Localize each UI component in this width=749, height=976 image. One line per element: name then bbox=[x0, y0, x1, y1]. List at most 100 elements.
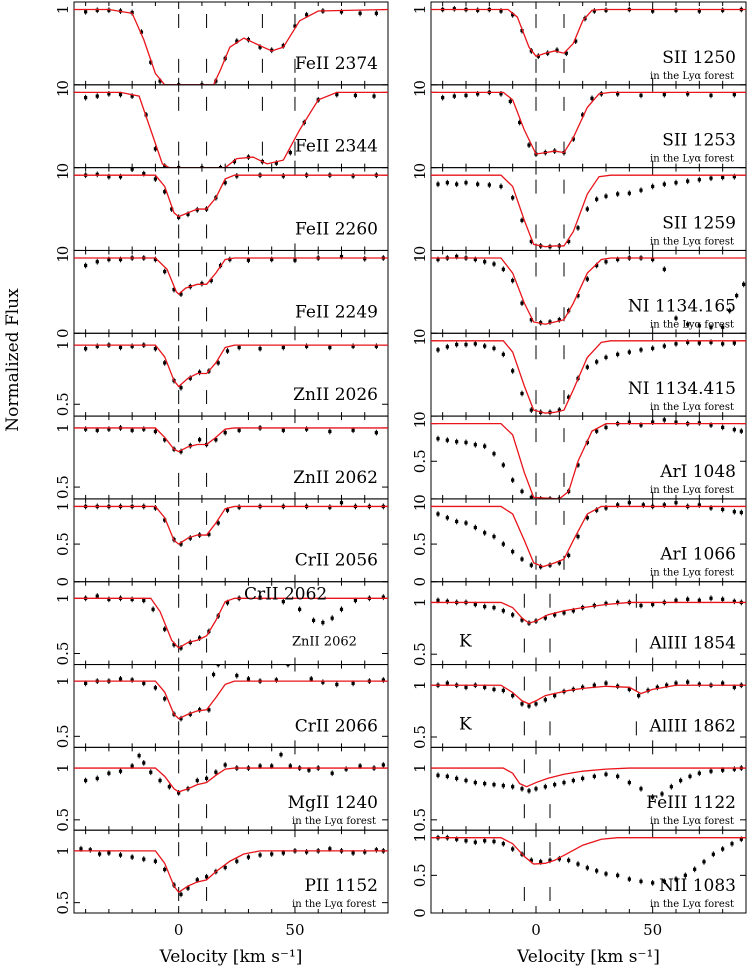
panel-right-7: 0 0.5 1 ArI 1066 in the Lyα forest bbox=[411, 498, 747, 587]
data-points bbox=[436, 499, 743, 570]
data-marker bbox=[585, 516, 589, 520]
data-point bbox=[616, 599, 620, 606]
data-marker bbox=[84, 427, 88, 431]
data-marker bbox=[452, 94, 456, 98]
panel-sublabel: in the Lyα forest bbox=[650, 236, 734, 247]
data-marker bbox=[97, 852, 102, 856]
model-fit-line bbox=[431, 767, 746, 788]
y-axis-label: Normalized Flux bbox=[3, 288, 23, 432]
data-point bbox=[662, 343, 666, 349]
panel-label: NII 1083 bbox=[659, 876, 736, 896]
data-point bbox=[473, 524, 477, 531]
data-marker bbox=[639, 188, 643, 192]
data-marker bbox=[172, 288, 176, 292]
data-marker bbox=[363, 257, 367, 261]
data-marker bbox=[483, 839, 487, 843]
data-marker bbox=[130, 167, 134, 171]
data-point bbox=[697, 322, 701, 329]
data-point bbox=[721, 506, 725, 513]
data-marker bbox=[153, 147, 158, 151]
data-marker bbox=[732, 428, 736, 432]
data-point bbox=[543, 696, 547, 703]
data-marker bbox=[118, 93, 123, 97]
data-marker bbox=[95, 94, 99, 98]
data-point bbox=[179, 448, 183, 455]
data-point bbox=[258, 852, 262, 858]
data-marker bbox=[686, 92, 690, 96]
data-marker bbox=[304, 344, 309, 348]
data-marker bbox=[492, 534, 496, 539]
data-marker bbox=[730, 842, 734, 846]
data-marker bbox=[235, 859, 239, 863]
data-marker bbox=[709, 176, 713, 180]
data-marker bbox=[351, 174, 355, 178]
data-marker bbox=[674, 8, 678, 12]
data-marker bbox=[179, 542, 183, 546]
data-marker bbox=[464, 521, 468, 525]
data-marker bbox=[455, 440, 459, 444]
data-point bbox=[711, 851, 715, 858]
data-marker bbox=[107, 257, 111, 262]
data-marker bbox=[651, 346, 655, 350]
data-point bbox=[697, 770, 701, 777]
data-point bbox=[445, 514, 449, 521]
data-marker bbox=[270, 764, 274, 768]
data-point bbox=[130, 596, 134, 603]
data-point bbox=[616, 351, 620, 358]
data-marker bbox=[511, 13, 515, 17]
data-marker bbox=[483, 781, 487, 786]
data-point bbox=[548, 319, 552, 325]
data-marker bbox=[153, 347, 158, 351]
data-marker bbox=[118, 853, 123, 857]
data-marker bbox=[235, 174, 239, 178]
data-marker bbox=[293, 258, 297, 262]
data-marker bbox=[709, 325, 713, 329]
model-fit-line bbox=[431, 340, 746, 414]
data-marker bbox=[211, 672, 216, 677]
y-tick-label: 0.5 bbox=[54, 475, 72, 499]
data-point bbox=[179, 715, 183, 722]
data-marker bbox=[604, 260, 608, 264]
data-point bbox=[567, 857, 571, 864]
data-marker bbox=[571, 778, 575, 783]
x-tick-label: 0 bbox=[174, 921, 184, 939]
data-point bbox=[95, 171, 99, 178]
data-point bbox=[674, 499, 678, 506]
y-tick-label: 0 bbox=[411, 411, 429, 421]
data-point bbox=[674, 7, 678, 14]
data-marker bbox=[436, 512, 440, 516]
data-marker bbox=[445, 438, 449, 442]
model-fit-line bbox=[74, 767, 388, 793]
data-marker bbox=[581, 113, 585, 117]
data-marker bbox=[436, 182, 440, 186]
data-marker bbox=[709, 340, 713, 344]
data-point bbox=[95, 775, 99, 782]
data-marker bbox=[198, 370, 202, 374]
panel-left-1: 0 1 FeII 2374 bbox=[54, 1, 389, 90]
data-marker bbox=[118, 257, 123, 262]
data-marker bbox=[595, 197, 599, 201]
data-point bbox=[339, 8, 344, 15]
data-marker bbox=[501, 267, 505, 271]
data-marker bbox=[492, 606, 496, 610]
data-point bbox=[732, 766, 736, 773]
data-marker bbox=[651, 602, 655, 607]
panel-left-8: 0.5 1 CrII 2062 ZnII 2062 bbox=[54, 581, 389, 665]
data-marker bbox=[529, 495, 533, 499]
data-point bbox=[709, 92, 713, 99]
data-marker bbox=[107, 8, 111, 12]
data-marker bbox=[228, 257, 232, 262]
data-point bbox=[223, 429, 227, 436]
data-point bbox=[616, 872, 620, 879]
y-tick-label: 0 bbox=[54, 246, 72, 256]
data-marker bbox=[374, 344, 378, 348]
data-marker bbox=[499, 184, 503, 189]
data-point bbox=[153, 345, 158, 352]
data-marker bbox=[557, 408, 561, 412]
data-marker bbox=[487, 183, 491, 187]
data-marker bbox=[539, 860, 543, 864]
data-point bbox=[235, 173, 239, 179]
data-marker bbox=[518, 120, 522, 125]
data-marker bbox=[95, 260, 99, 264]
